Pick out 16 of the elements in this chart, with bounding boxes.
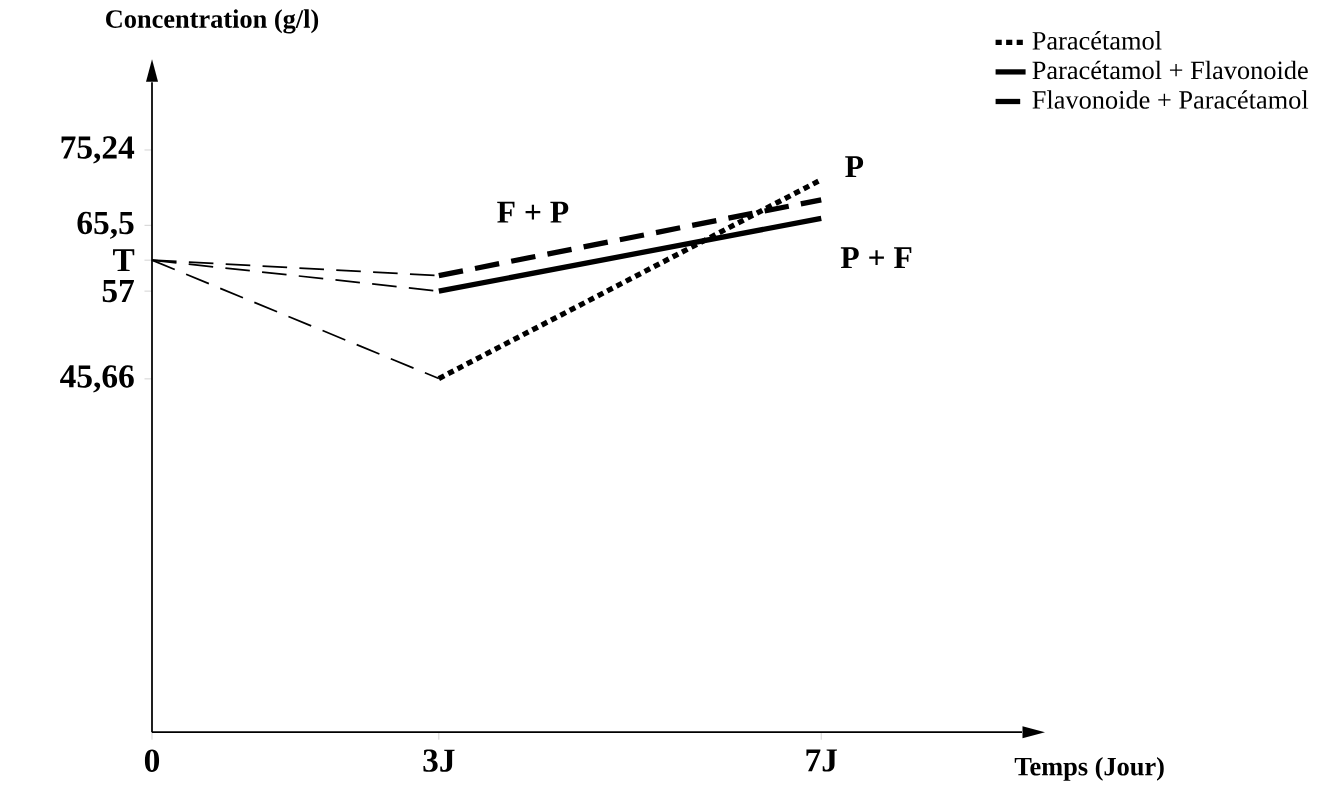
y-tick-label: 45,66 xyxy=(60,365,134,393)
y-tick-label: 75,24 xyxy=(61,136,135,164)
legend-label: Paracétamol + Flavonoide xyxy=(1032,60,1308,80)
x-axis-title: Temps (Jour) xyxy=(1014,756,1164,781)
y-axis-title: Concentration (g/l) xyxy=(106,9,319,34)
x-tick-label: 0 xyxy=(144,749,160,772)
x-tick-label: 7J xyxy=(806,749,837,772)
annotation: F + P xyxy=(497,201,569,223)
annotation: P + F xyxy=(840,247,912,268)
legend-label: Flavonoide + Paracétamol xyxy=(1032,90,1309,109)
y-tick-label: 57 xyxy=(102,279,134,303)
x-tick-label: 3J xyxy=(423,749,455,772)
y-tick-label: T xyxy=(113,249,135,271)
annotation: P xyxy=(845,156,864,177)
legend-label: Paracétamol xyxy=(1032,30,1162,50)
y-tick-label: 65,5 xyxy=(77,211,134,239)
